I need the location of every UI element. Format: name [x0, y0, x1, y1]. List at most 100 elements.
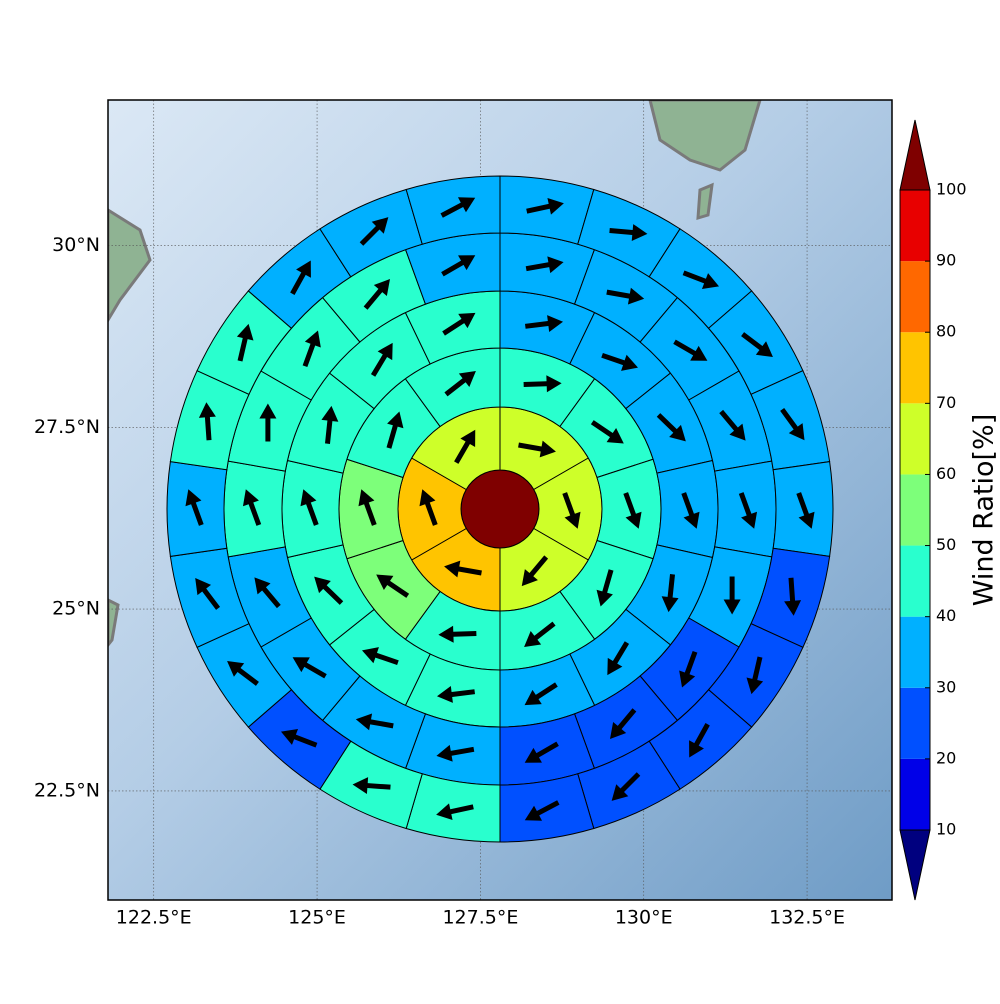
- wind-arrow: [376, 574, 410, 598]
- wind-arrow: [436, 803, 474, 820]
- wind-arrow: [682, 270, 720, 289]
- wind-arrow: [780, 407, 805, 441]
- x-tick-label: 125°E: [288, 907, 346, 929]
- wind-arrow: [359, 217, 389, 246]
- wind-arrow: [518, 440, 556, 458]
- wind-arrow: [259, 403, 277, 442]
- tick-labels: 122.5°E 125°E 127.5°E 130°E 132.5°E 22.5°N 25°…: [34, 234, 845, 929]
- wind-arrow: [609, 224, 648, 242]
- wind-arrow: [292, 657, 327, 679]
- taiwan: [108, 598, 120, 648]
- wind-arrow: [438, 625, 477, 643]
- colorbar-tick-label: 90: [936, 251, 956, 270]
- wind-arrow: [741, 332, 773, 358]
- wind-arrow: [623, 492, 642, 529]
- y-tick-label: 22.5°N: [34, 779, 100, 801]
- colorbar-tick-label: 70: [936, 393, 956, 412]
- wind-arrow: [524, 315, 564, 332]
- wind-arrow: [185, 489, 204, 526]
- x-tick-label: 122.5°E: [116, 907, 192, 929]
- wind-arrow: [590, 420, 624, 444]
- wind-arrow: [606, 287, 645, 305]
- wind-arrow: [673, 339, 708, 361]
- wind-arrow: [524, 800, 560, 821]
- wind-arrow: [242, 489, 262, 526]
- y-tick-label: 30°N: [52, 234, 100, 256]
- wind-arrow: [601, 352, 639, 371]
- wind-arrow: [444, 560, 482, 578]
- wind-arrow: [523, 375, 562, 393]
- colorbar-band: [900, 687, 930, 759]
- wind-arrow: [521, 555, 549, 587]
- wind-arrow: [436, 686, 476, 703]
- wind-arrow: [656, 413, 686, 442]
- wind-arrow: [719, 409, 746, 441]
- wind-arrow: [198, 402, 216, 441]
- wind-arrow: [254, 577, 281, 609]
- wind-arrow: [300, 489, 319, 526]
- colorbar-label: Wind Ratio[%]: [969, 414, 1000, 606]
- axes-frame: [107, 99, 893, 901]
- wind-arrow: [302, 330, 321, 368]
- colorbar-tick-label: 10: [936, 820, 956, 839]
- wind-arrow: [784, 577, 802, 616]
- colorbar-band: [900, 332, 930, 404]
- wind-arrow: [314, 576, 344, 605]
- wind-arrow: [679, 650, 698, 688]
- y-tick-label: 27.5°N: [34, 416, 100, 438]
- island: [696, 182, 714, 221]
- wind-arrow: [195, 578, 221, 610]
- wind-arrow: [440, 197, 476, 218]
- wind-arrow: [358, 489, 377, 526]
- wind-arrow: [607, 641, 630, 676]
- wind-arrow: [596, 569, 614, 607]
- wind-arrow: [562, 492, 581, 529]
- wind-arrow: [361, 647, 399, 666]
- wind-arrow: [363, 279, 390, 310]
- wind-arrow: [352, 777, 391, 795]
- wind-arrow: [524, 741, 559, 763]
- colorbar-frame: [899, 189, 931, 831]
- colorbar-band: [900, 403, 930, 475]
- colorbar-tick-label: 60: [936, 464, 956, 483]
- x-tick-label: 132.5°E: [769, 907, 845, 929]
- colorbar-band: [900, 545, 930, 617]
- wind-grid: [166, 175, 834, 843]
- wind-arrow: [436, 744, 475, 762]
- wind-arrow: [611, 772, 641, 801]
- wind-arrow: [280, 729, 318, 748]
- colorbar-band: [900, 616, 930, 688]
- x-tick-label: 127.5°E: [442, 907, 518, 929]
- wind-arrow: [290, 260, 311, 295]
- wind-arrow: [227, 660, 259, 686]
- wind-arrow: [746, 656, 764, 695]
- wind-arrow: [441, 255, 476, 277]
- colorbar-extend-low: [899, 829, 931, 901]
- colorbar-band: [900, 758, 930, 830]
- colorbar-band: [900, 261, 930, 333]
- wind-arrow: [689, 723, 710, 758]
- wind-arrow: [723, 576, 741, 615]
- wind-arrow: [525, 256, 564, 274]
- colorbar-tick-label: 50: [936, 535, 956, 554]
- wind-arrow: [610, 708, 637, 739]
- wind-arrow: [419, 489, 438, 526]
- wind-arrow: [370, 342, 393, 377]
- kyushu: [648, 100, 762, 172]
- wind-arrow: [442, 312, 476, 336]
- colorbar-tick-label: 40: [936, 606, 956, 625]
- wind-arrow: [355, 713, 394, 731]
- wind-arrow: [444, 371, 476, 397]
- wind-arrow: [661, 574, 679, 613]
- wind-arrow: [526, 198, 564, 215]
- wind-arrow: [524, 682, 558, 706]
- wind-arrow: [524, 621, 556, 647]
- wind-arrow: [796, 492, 815, 529]
- wind-arrow: [738, 492, 758, 529]
- colorbar-tick-label: 80: [936, 322, 956, 341]
- y-tick-label: 25°N: [52, 598, 100, 620]
- wind-arrow: [386, 411, 404, 449]
- colorbar-band: [900, 190, 930, 262]
- colorbar-tick-label: 30: [936, 677, 956, 696]
